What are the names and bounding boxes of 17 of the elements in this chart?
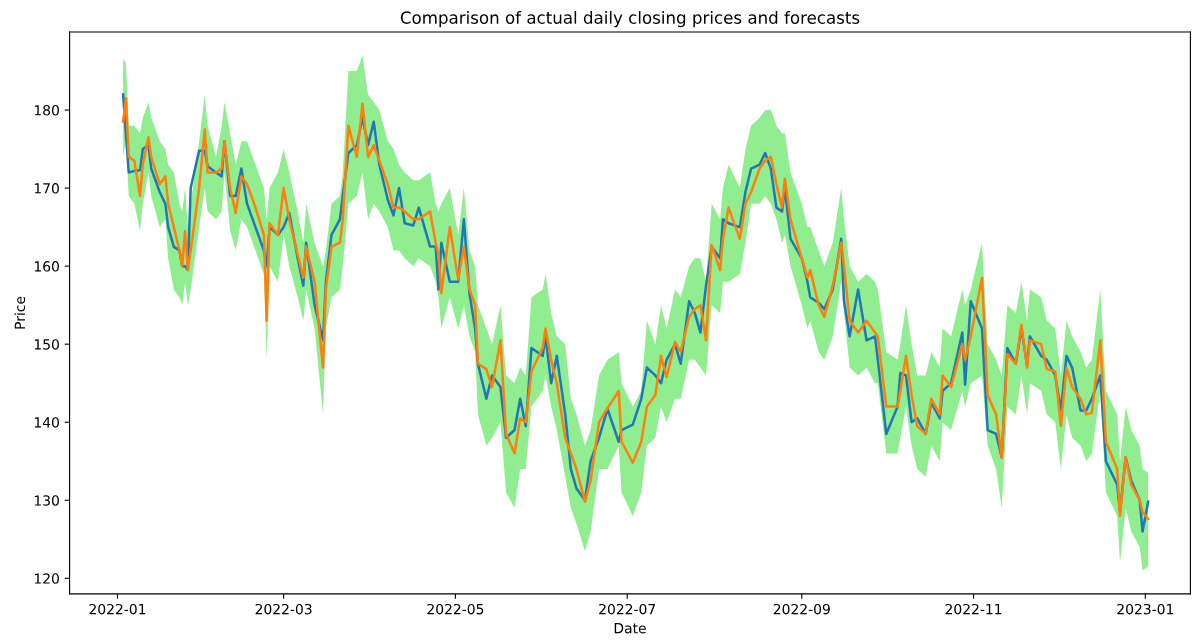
x-tick-label: 2022-11 bbox=[945, 603, 1002, 615]
y-tick-label: 150 bbox=[34, 339, 59, 350]
y-tick-label: 140 bbox=[34, 417, 59, 428]
x-tick-label: 2022-09 bbox=[773, 603, 830, 615]
chart-title: Comparison of actual daily closing prices and forecasts bbox=[400, 11, 860, 28]
x-tick-label: 2022-03 bbox=[255, 603, 312, 615]
y-tick-label: 160 bbox=[34, 261, 59, 272]
x-tick-label: 2022-07 bbox=[599, 603, 656, 615]
y-tick-label: 170 bbox=[34, 183, 59, 194]
x-tick-label: 2022-01 bbox=[89, 603, 146, 615]
x-axis-title: Date bbox=[614, 623, 646, 634]
y-axis-title: Price bbox=[14, 296, 26, 329]
y-tick-label: 180 bbox=[34, 105, 59, 116]
y-tick-label: 130 bbox=[34, 495, 59, 506]
x-tick-label: 2022-05 bbox=[427, 603, 484, 615]
y-tick-label: 120 bbox=[34, 573, 59, 584]
x-tick-label: 2023-01 bbox=[1117, 603, 1174, 615]
